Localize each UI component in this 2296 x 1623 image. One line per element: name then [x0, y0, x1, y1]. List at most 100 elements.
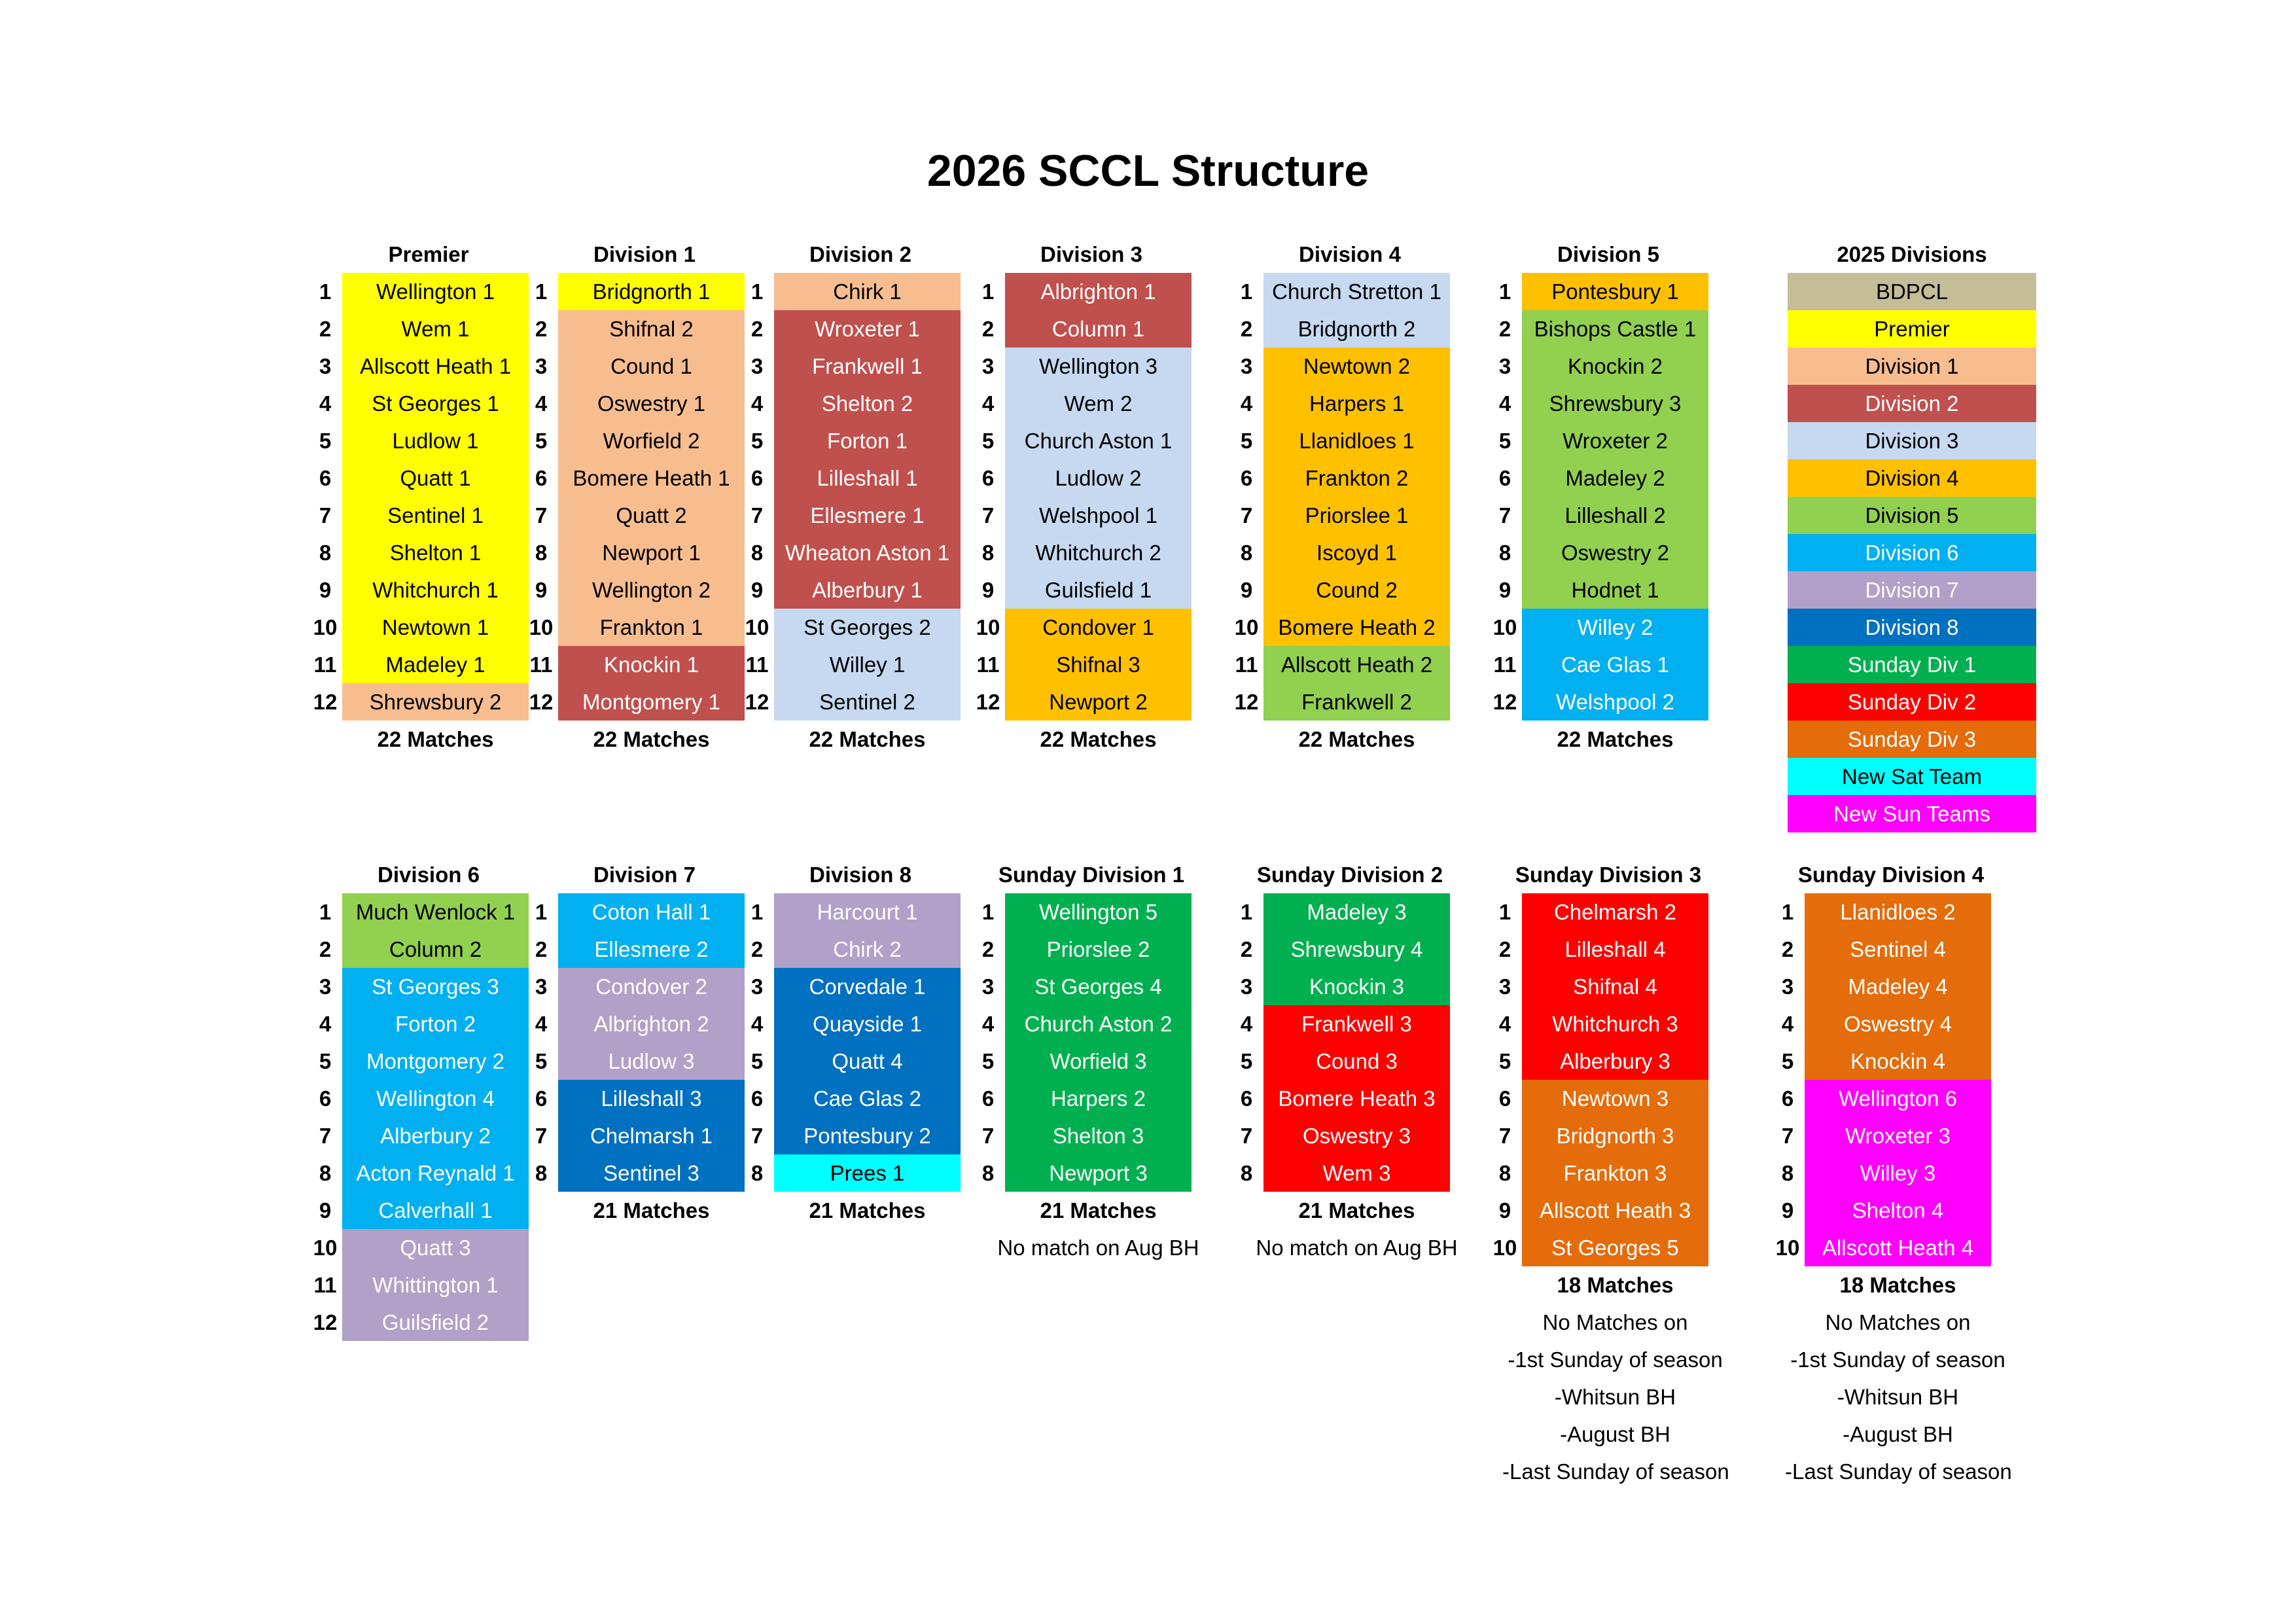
table-row: 7 Priorslee 1	[1226, 497, 1474, 534]
schedule-note: -August BH	[1843, 1422, 1953, 1446]
position-number: 7	[981, 503, 995, 527]
table-row: 9 Cound 2	[1226, 571, 1474, 609]
team-cell: Newport 1	[558, 534, 745, 571]
table-row: 10 Condover 1	[967, 609, 1216, 646]
position-number: 3	[751, 974, 764, 999]
table-row: 1 Chirk 1	[736, 273, 985, 310]
table-row: 3 Shifnal 4	[1484, 968, 1733, 1005]
table-row: 2 Bridgnorth 2	[1226, 310, 1474, 348]
position-number: 9	[535, 578, 548, 602]
table-row: 4 Church Aston 2	[967, 1005, 1216, 1043]
table-row: 9 Allscott Heath 3	[1484, 1192, 1733, 1229]
table-row: 2 Chirk 2	[736, 931, 985, 968]
position-number: 4	[1240, 1012, 1253, 1036]
position-number: 10	[1492, 1236, 1517, 1260]
legend-title: 2025 Divisions	[1837, 242, 1987, 266]
table-row: 3 Allscott Heath 1	[304, 348, 553, 385]
position-number: 3	[981, 354, 995, 378]
team-cell: Shrewsbury 2	[342, 683, 529, 721]
team-cell: Quayside 1	[774, 1005, 961, 1043]
team-cell: Whitchurch 2	[1005, 534, 1192, 571]
table-row: 7 Quatt 2	[520, 497, 769, 534]
table-row: 1 Wellington 1	[304, 273, 553, 310]
team-cell: Bomere Heath 3	[1263, 1080, 1450, 1117]
team-cell: St Georges 1	[342, 385, 529, 422]
position-number: 4	[1240, 391, 1253, 416]
team-cell: Oswestry 1	[558, 385, 745, 422]
team-cell: Wheaton Aston 1	[774, 534, 961, 571]
table-row: 11 Willey 1	[736, 646, 985, 683]
position-number: 6	[1240, 466, 1253, 490]
team-cell: Wellington 5	[1005, 893, 1192, 931]
table-row: 5 Forton 1	[736, 422, 985, 459]
team-cell: Newtown 1	[342, 609, 529, 646]
position-number: 9	[1498, 578, 1511, 602]
team-cell: Sentinel 1	[342, 497, 529, 534]
schedule-note: No match on Aug BH	[1256, 1236, 1458, 1260]
table-row: 1 Bridgnorth 1	[520, 273, 769, 310]
team-cell: Chelmarsh 1	[558, 1117, 745, 1154]
table-row: 1 Coton Hall 1	[520, 893, 769, 931]
table-row: 4 Forton 2	[304, 1005, 553, 1043]
team-cell: Willey 1	[774, 646, 961, 683]
team-cell: Ludlow 1	[342, 422, 529, 459]
table-row: 3 Madeley 4	[1767, 968, 2015, 1005]
table-row: 7 Alberbury 2	[304, 1117, 553, 1154]
position-number: 5	[1498, 1049, 1511, 1073]
team-cell: Harpers 1	[1263, 385, 1450, 422]
match-count: 18 Matches	[1557, 1273, 1674, 1297]
team-cell: Bomere Heath 1	[558, 459, 745, 497]
table-row: 12 Montgomery 1	[520, 683, 769, 721]
table-row: 5 Church Aston 1	[967, 422, 1216, 459]
table-row: 5 Cound 3	[1226, 1043, 1474, 1080]
table-row: 6 Harpers 2	[967, 1080, 1216, 1117]
page-title: 2026 SCCL Structure	[927, 146, 1369, 196]
position-number: 3	[1498, 974, 1511, 999]
position-number: 5	[1240, 1049, 1253, 1073]
division-header: Division 6	[378, 863, 480, 887]
table-row: 7 Chelmarsh 1	[520, 1117, 769, 1154]
team-cell: Welshpool 2	[1522, 683, 1708, 721]
table-row: 7 Ellesmere 1	[736, 497, 985, 534]
schedule-note: -Whitsun BH	[1837, 1385, 1959, 1409]
team-cell: Newtown 3	[1522, 1080, 1708, 1117]
table-row: 2 Priorslee 2	[967, 931, 1216, 968]
table-row: 2 Lilleshall 4	[1484, 931, 1733, 968]
team-cell: Pontesbury 2	[774, 1117, 961, 1154]
position-number: 3	[535, 974, 548, 999]
position-number: 3	[981, 974, 995, 999]
position-number: 11	[313, 652, 337, 677]
table-row: 7 Shelton 3	[967, 1117, 1216, 1154]
match-count: 21 Matches	[809, 1198, 926, 1222]
table-row: 7 Bridgnorth 3	[1484, 1117, 1733, 1154]
legend-item-new-sun-teams: New Sun Teams	[1788, 795, 2036, 832]
position-number: 8	[751, 1161, 764, 1185]
position-number: 1	[319, 900, 332, 924]
position-number: 8	[535, 541, 548, 565]
table-row: 7 Welshpool 1	[967, 497, 1216, 534]
division-header: Division 1	[593, 242, 696, 266]
table-row: 6 Wellington 4	[304, 1080, 553, 1117]
position-number: 5	[1240, 429, 1253, 453]
team-cell: Knockin 3	[1263, 968, 1450, 1005]
position-number: 9	[1498, 1198, 1511, 1222]
table-row: 1 Church Stretton 1	[1226, 273, 1474, 310]
table-row: 10 Willey 2	[1484, 609, 1733, 646]
position-number: 6	[751, 1086, 764, 1111]
team-cell: Wroxeter 1	[774, 310, 961, 348]
division-header: Sunday Division 4	[1797, 863, 1985, 887]
team-cell: Forton 1	[774, 422, 961, 459]
team-cell: Whitchurch 3	[1522, 1005, 1708, 1043]
team-cell: Ludlow 2	[1005, 459, 1192, 497]
position-number: 11	[1493, 652, 1517, 677]
team-cell: Oswestry 2	[1522, 534, 1708, 571]
team-cell: Worfield 3	[1005, 1043, 1192, 1080]
team-cell: Wroxeter 2	[1522, 422, 1708, 459]
legend-item-division-5: Division 5	[1788, 497, 2036, 534]
match-count: 22 Matches	[1557, 727, 1674, 751]
table-row: 8 Newport 1	[520, 534, 769, 571]
position-number: 1	[319, 279, 332, 304]
position-number: 7	[751, 1124, 764, 1148]
team-cell: Frankton 1	[558, 609, 745, 646]
table-row: 6 Bomere Heath 1	[520, 459, 769, 497]
